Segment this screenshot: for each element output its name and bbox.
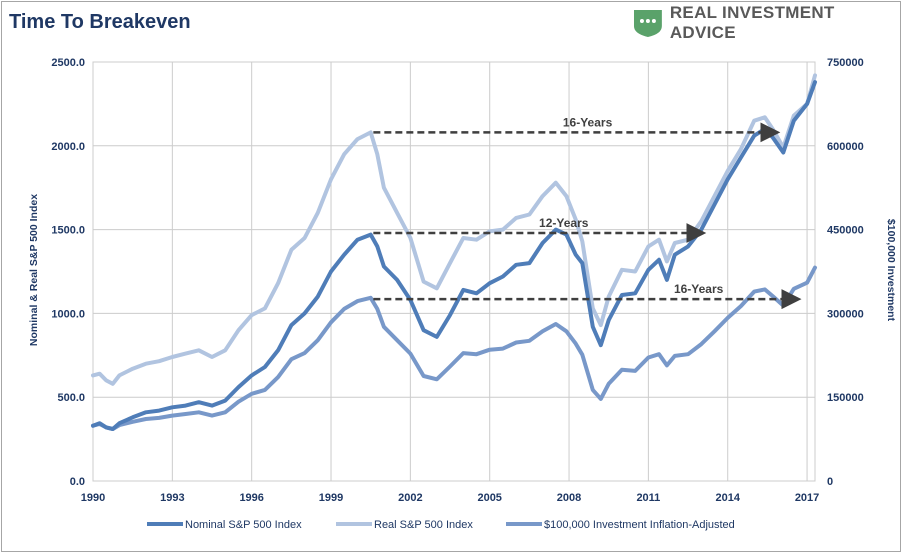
x-tick-label: 1993	[160, 492, 184, 504]
x-tick-label: 2017	[795, 492, 819, 504]
legend-entry: Real S&P 500 Index	[374, 519, 473, 531]
brand-name: REAL INVESTMENT ADVICE	[669, 3, 835, 42]
x-tick-label: 2011	[636, 492, 660, 504]
x-tick-label: 1990	[81, 492, 105, 504]
shield-logo-icon	[633, 10, 662, 37]
y-tick-label-right: 0	[827, 476, 833, 488]
y-tick-label-left: 1500.0	[51, 225, 85, 237]
y-axis-right-title: $100,000 Investment	[885, 219, 897, 322]
x-tick-label: 2002	[398, 492, 422, 504]
chart-annotations: 16-Years 12-Years 16-Years	[373, 115, 802, 310]
annotation-label: 16-Years	[563, 115, 613, 129]
annotation-label: 12-Years	[539, 216, 589, 230]
y-tick-label-right: 750000	[827, 57, 864, 69]
chart-series	[91, 73, 817, 431]
y-tick-label-right: 450000	[827, 225, 864, 237]
legend-entry: $100,000 Investment Inflation-Adjusted	[544, 519, 735, 531]
x-tick-label: 1996	[239, 492, 263, 504]
y-tick-label-right: 600000	[827, 141, 864, 153]
y-tick-label-right: 300000	[827, 308, 864, 320]
annotation-label: 16-Years	[674, 282, 724, 296]
legend-entry: Nominal S&P 500 Index	[185, 519, 302, 531]
brand-logo: REAL INVESTMENT ADVICE	[632, 3, 904, 42]
chart-legend: Nominal S&P 500 Index Real S&P 500 Index $…	[147, 519, 735, 531]
series-line-investment	[91, 265, 817, 431]
y-tick-label-right: 150000	[827, 392, 864, 404]
y-tick-label-left: 2500.0	[51, 57, 85, 69]
chart-tick-labels: 0.0 0 500.0 150000 1000.0 300000 1500.0 450000 2…	[51, 57, 863, 504]
x-tick-label: 1999	[319, 492, 343, 504]
chart-title: Time To Breakeven	[9, 11, 191, 33]
y-tick-label-left: 0.0	[70, 476, 85, 488]
x-tick-label: 2008	[557, 492, 581, 504]
y-axis-left-title: Nominal & Real S&P 500 Index	[28, 194, 40, 346]
y-tick-label-left: 500.0	[57, 392, 85, 404]
y-tick-label-left: 1000.0	[51, 308, 85, 320]
y-tick-label-left: 2000.0	[51, 141, 85, 153]
plot-area	[92, 61, 816, 482]
x-tick-label: 2005	[477, 492, 501, 504]
chart-gridlines	[92, 61, 816, 482]
x-tick-label: 2014	[715, 492, 740, 504]
